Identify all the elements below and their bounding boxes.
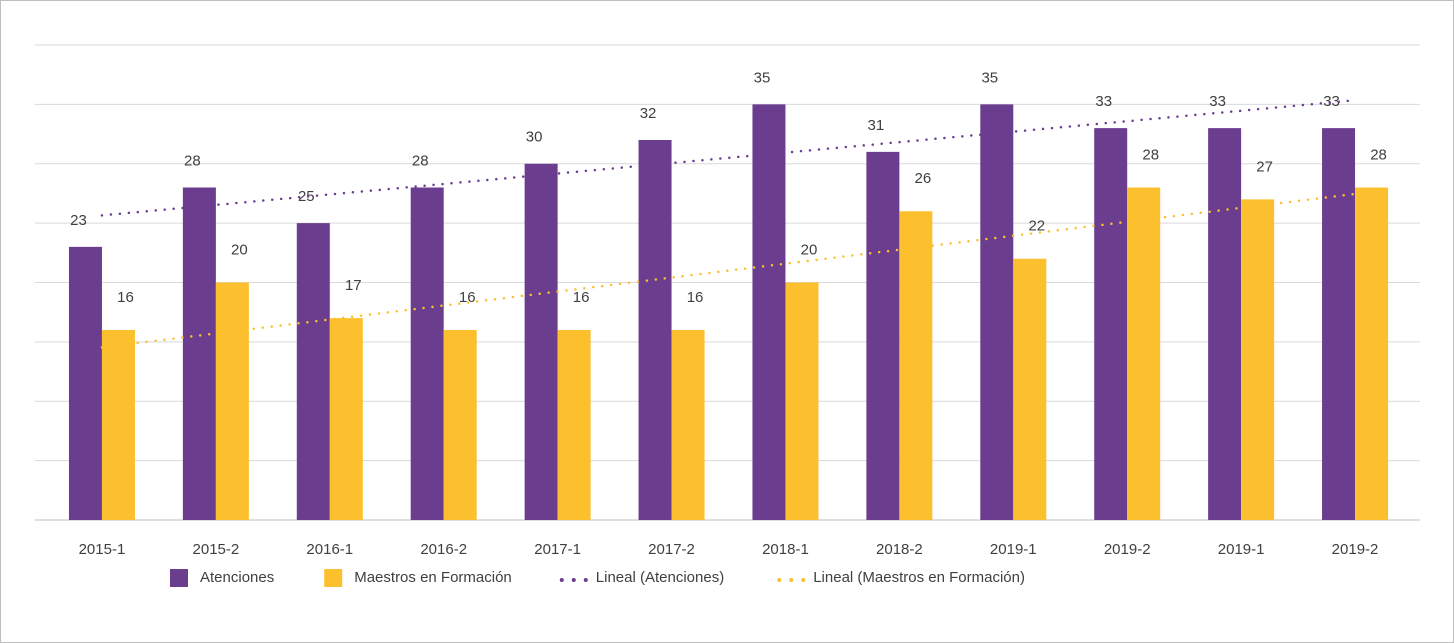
- bar: [296, 223, 330, 520]
- data-label: 20: [231, 241, 248, 258]
- legend-label: Atenciones: [200, 569, 274, 586]
- x-tick-label: 2019-1: [1218, 541, 1265, 558]
- bar: [557, 330, 591, 520]
- x-tick-label: 2018-1: [762, 541, 809, 558]
- data-label: 22: [1028, 218, 1045, 235]
- bar: [1355, 187, 1389, 520]
- data-label: 30: [526, 129, 543, 146]
- bar: [524, 163, 558, 520]
- legend-label: Lineal (Atenciones): [596, 569, 724, 586]
- x-tick-label: 2016-1: [306, 541, 353, 558]
- bar: [638, 140, 672, 520]
- legend-swatch: [170, 569, 188, 587]
- legend-swatch: [324, 569, 343, 587]
- data-label: 31: [868, 117, 885, 134]
- bar: [980, 104, 1014, 520]
- trendline: [100, 99, 1357, 217]
- data-label: 23: [70, 212, 87, 229]
- bar: [410, 187, 444, 520]
- x-tick-label: 2019-1: [990, 541, 1037, 558]
- bar: [752, 104, 786, 520]
- bar: [671, 330, 705, 520]
- data-label: 16: [573, 289, 590, 306]
- data-label: 27: [1256, 158, 1273, 175]
- bar: [1241, 199, 1275, 520]
- bar: [443, 330, 477, 520]
- data-label: 33: [1209, 93, 1226, 110]
- x-tick-label: 2019-2: [1332, 541, 1379, 558]
- bar: [182, 187, 216, 520]
- data-label: 35: [754, 69, 771, 86]
- legend-label: Lineal (Maestros en Formación): [813, 569, 1025, 586]
- data-label: 16: [459, 289, 476, 306]
- data-label: 20: [801, 241, 818, 258]
- x-tick-label: 2017-2: [648, 541, 695, 558]
- data-label: 28: [1142, 146, 1159, 163]
- x-tick-label: 2018-2: [876, 541, 923, 558]
- bar: [329, 318, 363, 520]
- data-label: 33: [1095, 93, 1112, 110]
- data-label: 28: [1370, 146, 1387, 163]
- bar: [785, 282, 819, 520]
- legend-label: Maestros en Formación: [354, 569, 512, 586]
- bar: [1094, 128, 1128, 520]
- bar: [899, 211, 933, 520]
- bar: [1322, 128, 1356, 520]
- data-label: 28: [184, 152, 201, 169]
- bar: [101, 330, 135, 520]
- trendline: [100, 192, 1357, 349]
- data-label: 25: [298, 188, 315, 205]
- data-label: 16: [117, 289, 134, 306]
- data-label: 16: [687, 289, 704, 306]
- x-tick-label: 2015-2: [193, 541, 240, 558]
- bar: [866, 151, 900, 520]
- data-label: 17: [345, 277, 362, 294]
- data-label: 28: [412, 152, 429, 169]
- x-tick-label: 2016-2: [420, 541, 467, 558]
- data-label: 35: [981, 69, 998, 86]
- bar: [68, 246, 102, 520]
- data-label: 33: [1323, 93, 1340, 110]
- x-tick-label: 2015-1: [79, 541, 126, 558]
- data-label: 26: [915, 170, 932, 187]
- bar: [1208, 128, 1242, 520]
- bar: [215, 282, 249, 520]
- bar: [1127, 187, 1161, 520]
- x-tick-label: 2019-2: [1104, 541, 1151, 558]
- bar: [1013, 258, 1047, 520]
- data-label: 32: [640, 105, 657, 122]
- x-tick-label: 2017-1: [534, 541, 581, 558]
